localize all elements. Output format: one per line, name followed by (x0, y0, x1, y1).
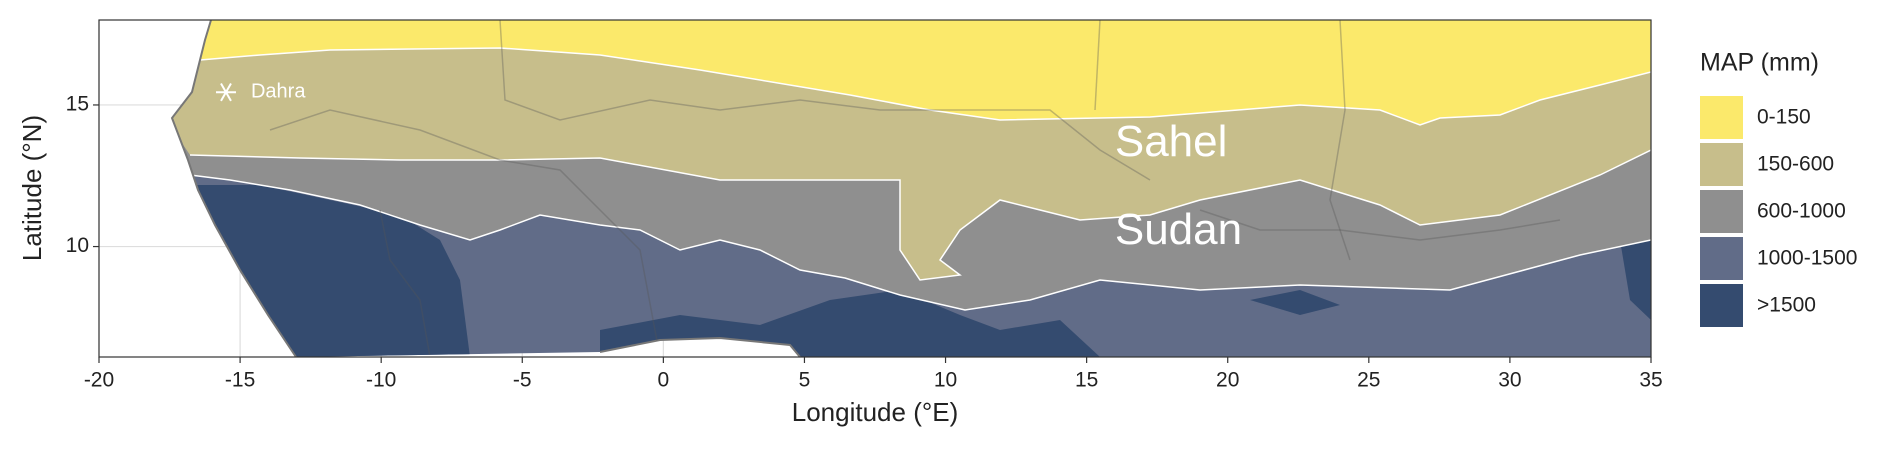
x-tick-label: -5 (513, 369, 532, 392)
region-label: Sahel (1115, 117, 1228, 166)
legend-swatch (1700, 96, 1743, 139)
legend-label: 1000-1500 (1757, 247, 1857, 270)
legend-label: 600-1000 (1757, 200, 1846, 223)
region-label: Sudan (1115, 205, 1242, 254)
rainfall-zones (172, 20, 1651, 357)
y-tick-label: 15 (66, 93, 89, 116)
legend-label: 150-600 (1757, 153, 1834, 176)
legend-swatch (1700, 143, 1743, 186)
x-tick-label: 15 (1075, 369, 1098, 392)
legend: MAP (mm) 0-150 150-600 600-1000 1000-1500 >15… (1700, 49, 1857, 327)
borders (269, 20, 1561, 357)
x-tick-label: 35 (1639, 369, 1662, 392)
site-label: Dahra (251, 80, 306, 102)
axes: -20 -15 -10 -5 0 5 10 15 20 25 30 35 10 15 (66, 93, 1663, 392)
coastline (170, 19, 297, 358)
x-tick-label: 10 (934, 369, 957, 392)
site-marker (215, 83, 236, 102)
x-tick-label: 0 (658, 369, 670, 392)
x-axis-label: Longitude (°E) (792, 397, 959, 427)
zone-boundaries (189, 47, 1651, 311)
plot-frame (98, 19, 1652, 358)
y-tick-label: 10 (66, 234, 89, 257)
zone-0-150 (172, 20, 1651, 125)
site-marker-stroke (220, 83, 232, 102)
x-tick-label: 25 (1357, 369, 1380, 392)
legend-swatch (1700, 237, 1743, 280)
zone-over-1500 (1620, 230, 1651, 320)
y-axis-label: Latitude (°N) (17, 115, 47, 261)
legend-label: >1500 (1757, 294, 1816, 317)
coastline (599, 336, 801, 358)
zone-over-1500 (1250, 290, 1340, 315)
annotations: Sahel Sudan Dahra (215, 80, 1242, 254)
x-tick-label: 5 (799, 369, 811, 392)
legend-swatch (1700, 284, 1743, 327)
legend-swatch (1700, 190, 1743, 233)
x-tick-label: 20 (1216, 369, 1239, 392)
x-tick-label: -20 (84, 369, 114, 392)
x-tick-label: -10 (366, 369, 396, 392)
legend-label: 0-150 (1757, 106, 1811, 129)
legend-title: MAP (mm) (1700, 49, 1819, 77)
x-tick-label: 30 (1498, 369, 1521, 392)
x-tick-label: -15 (225, 369, 255, 392)
